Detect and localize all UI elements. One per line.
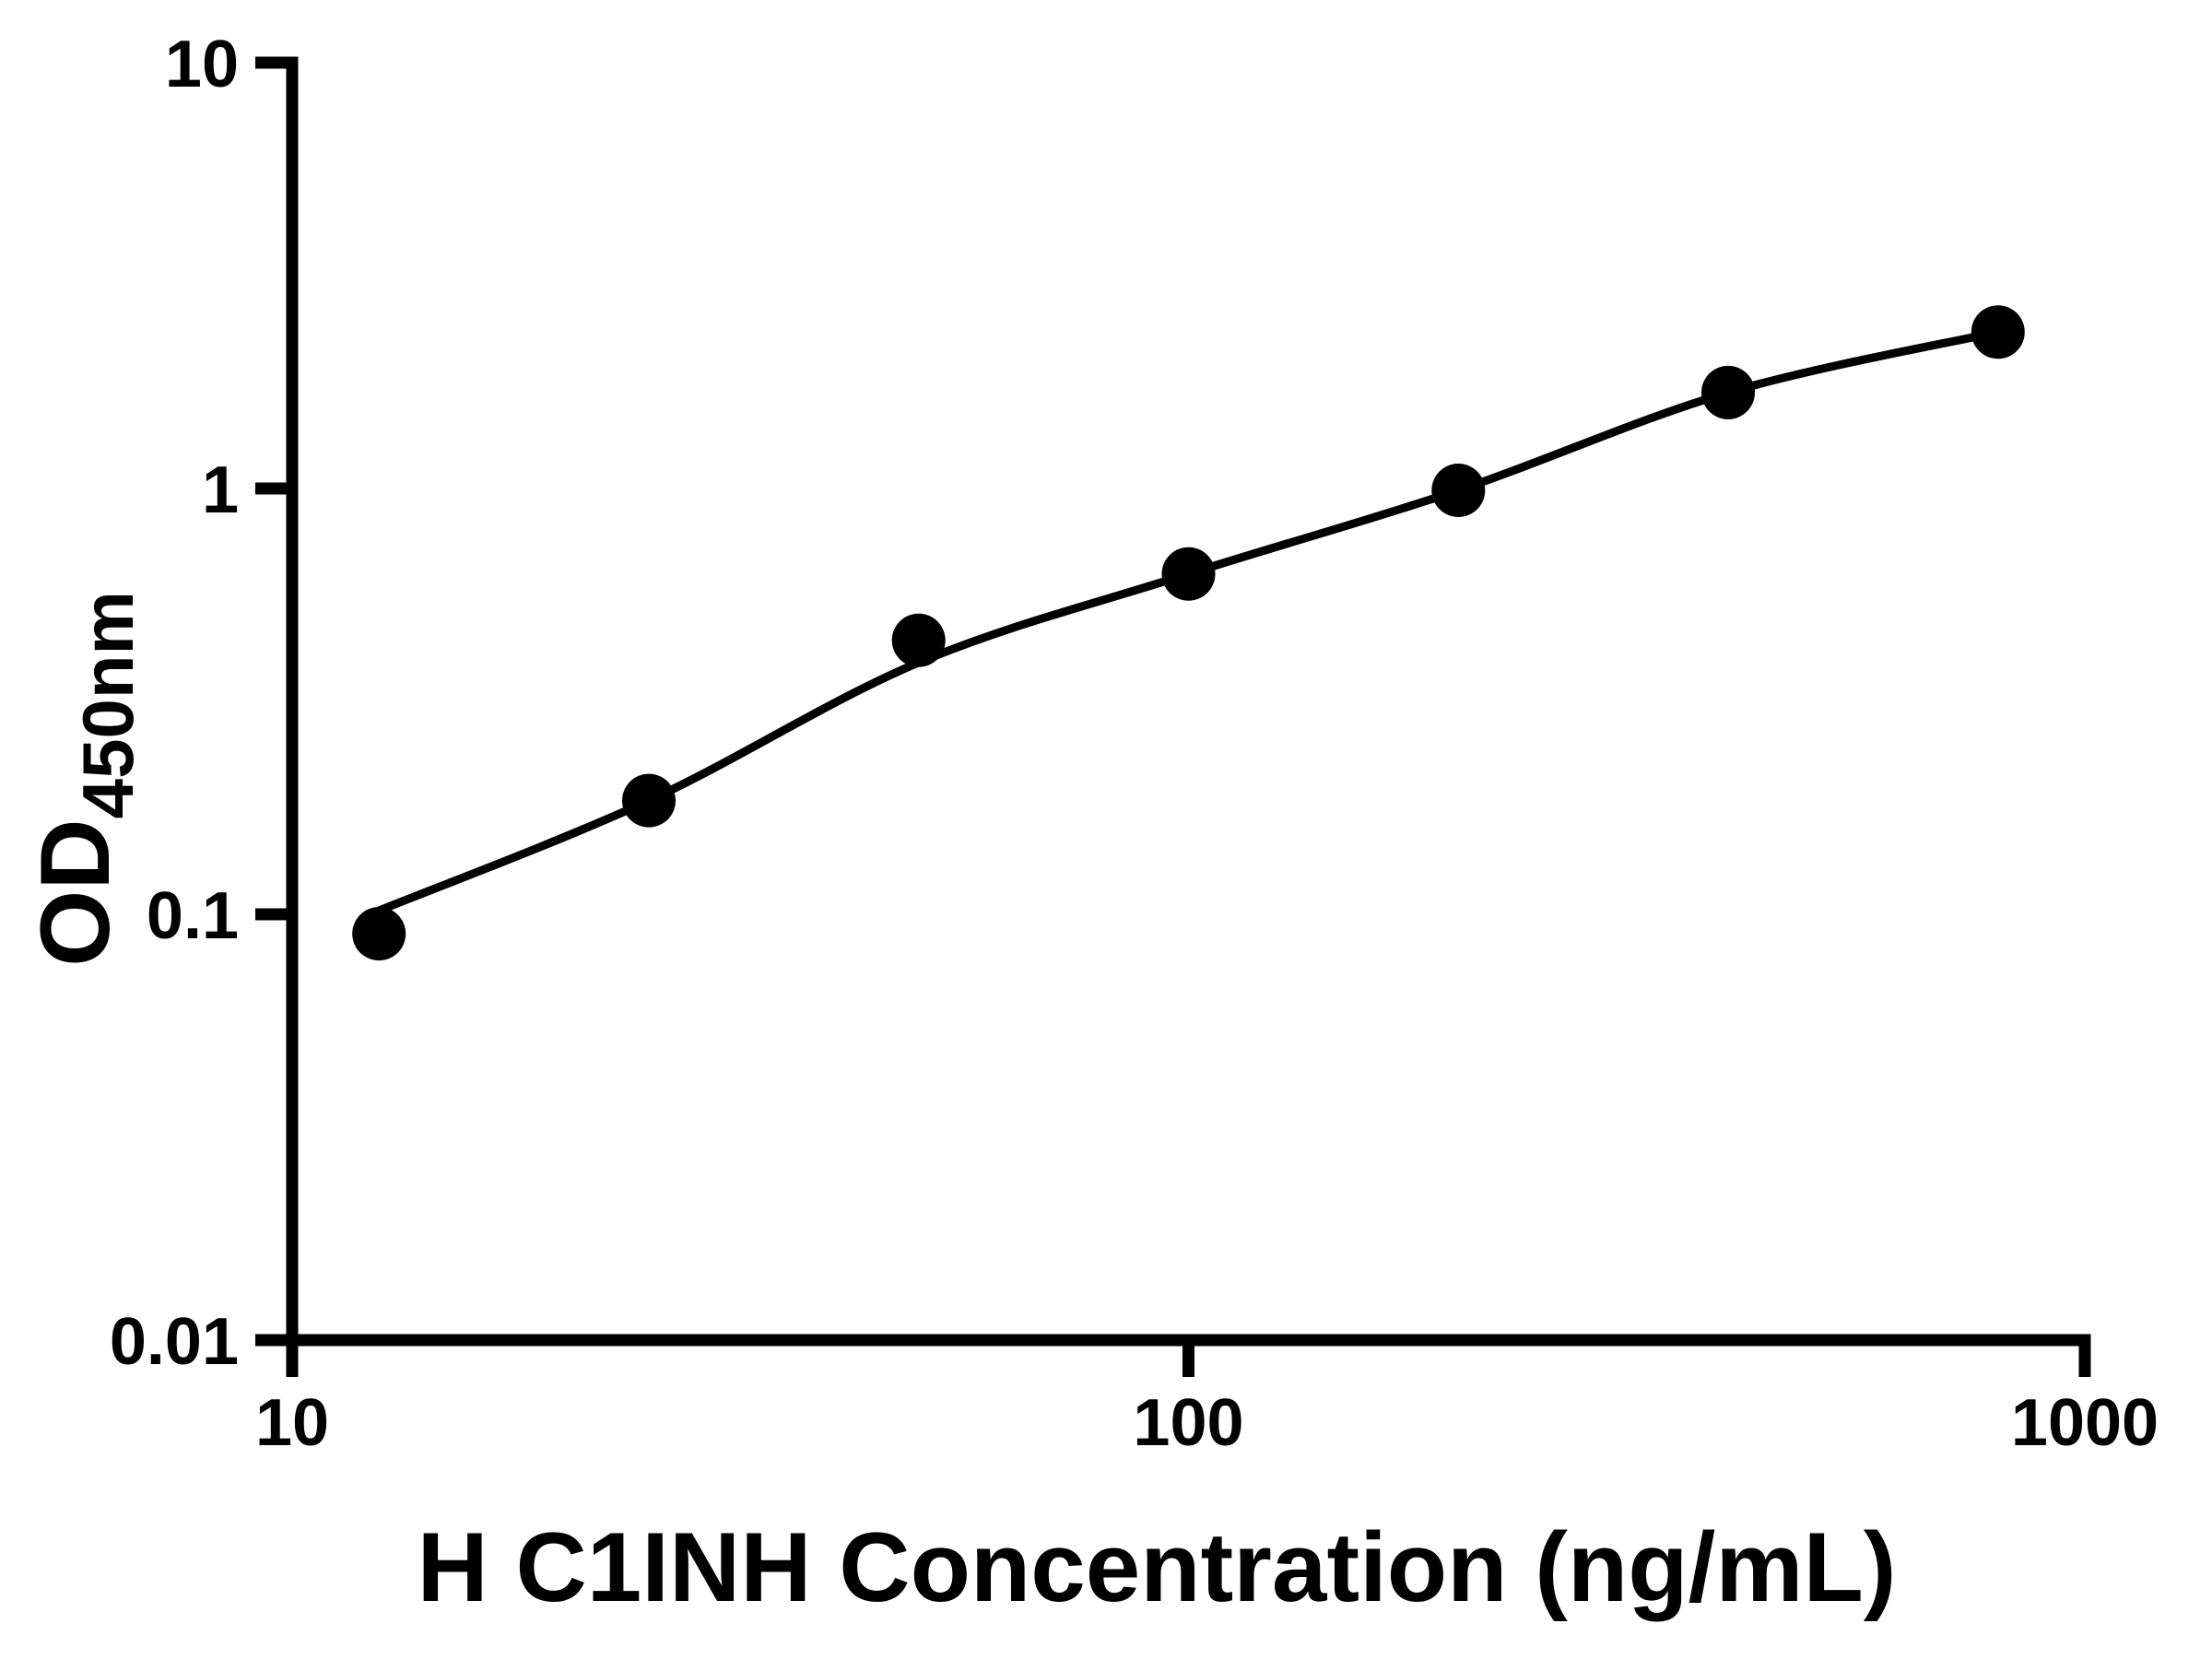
- x-axis-title: H C1INH Concentration (ng/mL): [418, 1512, 1897, 1622]
- data-point: [1161, 547, 1216, 601]
- data-point: [891, 613, 946, 667]
- x-tick-label: 1000: [2011, 1386, 2159, 1460]
- fit-curve-line: [374, 327, 2003, 915]
- y-axis-title-subscript: 450nm: [67, 591, 148, 818]
- y-tick-label: 1: [202, 453, 239, 527]
- y-tick-label: 0.01: [110, 1305, 239, 1379]
- data-point: [622, 773, 676, 828]
- x-tick-label: 100: [1133, 1386, 1243, 1460]
- data-point: [1701, 365, 1755, 419]
- x-tick-label: 10: [255, 1386, 329, 1460]
- y-axis-title-main: OD: [19, 818, 130, 967]
- data-point: [352, 907, 406, 961]
- data-point: [1971, 305, 2025, 359]
- y-tick-label: 0.1: [147, 879, 239, 953]
- data-point: [1431, 464, 1486, 517]
- plot-series: [352, 305, 2025, 961]
- y-axis-title: OD450nm: [19, 591, 148, 967]
- y-tick-label: 10: [165, 28, 239, 101]
